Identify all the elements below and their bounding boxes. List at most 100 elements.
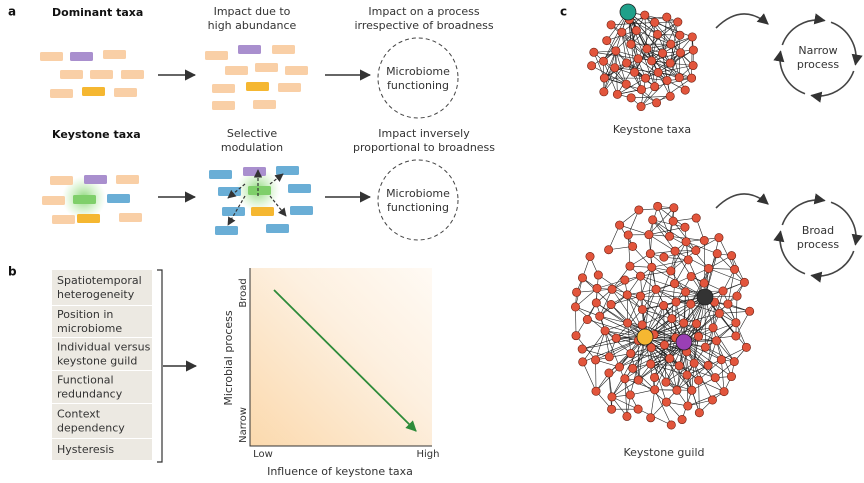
taxon: [52, 215, 75, 224]
label: Impact on a process: [368, 5, 480, 18]
edge: [603, 50, 617, 92]
factor-text: redundancy: [57, 388, 123, 401]
dashed-arrow: [227, 183, 246, 199]
edge: [650, 363, 678, 391]
node: [592, 283, 602, 293]
node: [669, 203, 679, 213]
label: functioning: [387, 79, 449, 92]
edge: [735, 296, 738, 336]
node: [629, 67, 639, 77]
edge: [670, 241, 687, 272]
node: [634, 205, 644, 215]
node: [659, 252, 669, 262]
label: Broad: [802, 224, 834, 237]
node: [607, 284, 617, 294]
node: [677, 415, 687, 425]
edge: [650, 389, 656, 418]
taxon: [205, 51, 228, 60]
node: [672, 385, 682, 395]
edge: [674, 259, 689, 284]
factor-box: [52, 338, 152, 370]
taxon: [50, 89, 73, 98]
factor-text: microbiome: [57, 322, 122, 335]
node: [642, 44, 652, 54]
edge: [685, 241, 718, 254]
cycle-arrow: [781, 13, 826, 46]
edge: [664, 344, 667, 383]
node: [623, 230, 633, 240]
edge: [676, 351, 687, 391]
keystone-node: [696, 288, 714, 306]
edge: [582, 348, 610, 358]
node: [686, 299, 696, 309]
dashed-arrow: [269, 173, 284, 185]
edge: [651, 259, 689, 268]
edge: [632, 368, 655, 390]
node: [644, 230, 654, 240]
node: [633, 404, 643, 414]
edge: [596, 302, 646, 338]
node: [711, 336, 721, 346]
node: [628, 241, 638, 251]
node: [631, 26, 641, 36]
factor-text: Hysteresis: [57, 443, 114, 456]
taxon: [215, 226, 238, 235]
node: [710, 373, 720, 383]
node: [683, 255, 693, 265]
taxon: [243, 167, 266, 176]
node: [604, 352, 614, 362]
edge: [636, 30, 671, 45]
node: [637, 304, 647, 314]
node: [682, 370, 692, 380]
node: [571, 331, 581, 341]
edge: [662, 17, 668, 54]
edge: [712, 327, 735, 362]
edge: [646, 48, 671, 64]
taxon: [70, 52, 93, 61]
edge: [698, 301, 715, 337]
node: [670, 246, 680, 256]
label: modulation: [221, 141, 283, 154]
edge: [627, 295, 641, 324]
node: [723, 299, 733, 309]
edge: [645, 53, 663, 79]
edge: [698, 380, 725, 392]
node: [688, 45, 698, 55]
edge: [708, 268, 745, 283]
cycle-arrow: [810, 70, 855, 103]
node: [620, 275, 630, 285]
node: [668, 216, 678, 226]
keystone-node: [636, 328, 654, 346]
node: [653, 67, 663, 77]
node: [687, 73, 697, 83]
node: [620, 374, 630, 384]
edge: [644, 15, 648, 49]
edge: [611, 289, 646, 338]
edge: [662, 53, 668, 81]
edge: [611, 289, 643, 310]
taxon: [285, 66, 308, 75]
node: [704, 263, 714, 273]
edge: [672, 221, 697, 251]
edge: [687, 391, 725, 407]
node: [714, 233, 724, 243]
taxon: [42, 196, 65, 205]
edge: [714, 301, 737, 323]
node: [646, 359, 656, 369]
node: [699, 278, 709, 288]
node: [599, 87, 609, 97]
edge: [727, 269, 735, 305]
node: [591, 298, 601, 308]
factor-text: keystone guild: [57, 355, 137, 368]
node: [653, 29, 663, 39]
edge: [626, 62, 668, 81]
node: [645, 249, 655, 259]
taxon: [84, 175, 107, 184]
edge: [624, 378, 628, 417]
edge: [690, 303, 720, 314]
taxon: [266, 224, 289, 233]
node: [688, 61, 698, 71]
factor-box: [52, 270, 152, 305]
factor-text: Context: [57, 408, 101, 421]
node: [615, 220, 625, 230]
